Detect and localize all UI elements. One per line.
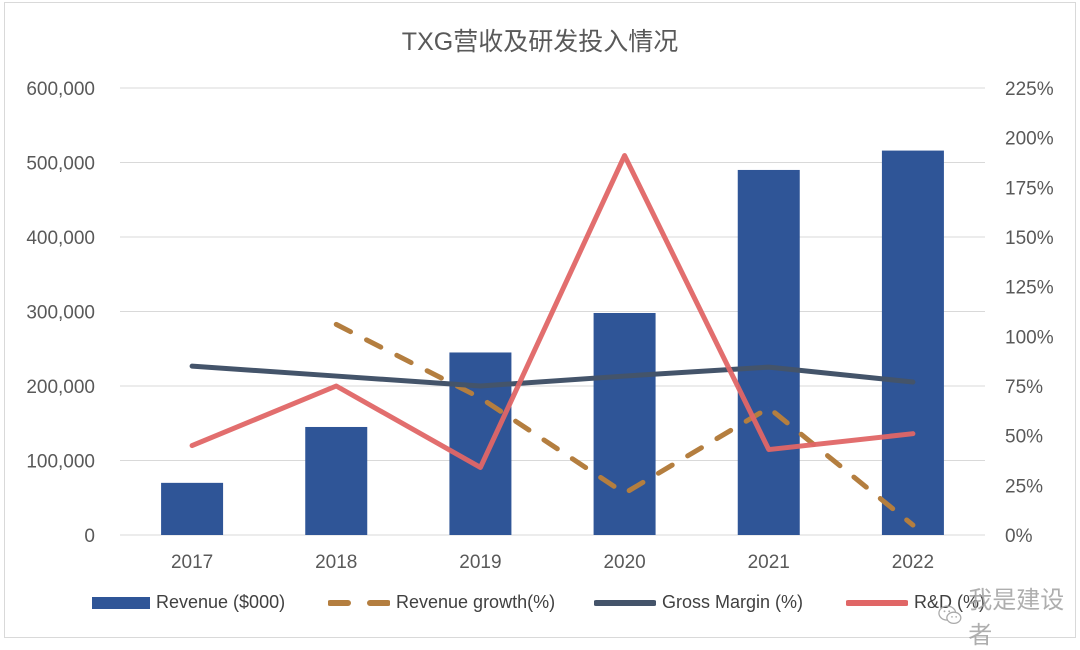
line-gross-margin <box>192 366 913 386</box>
legend-label-gross-margin: Gross Margin (%) <box>662 592 803 613</box>
x-tick-label: 2017 <box>171 552 213 573</box>
y-left-tick-label: 200,000 <box>26 377 95 398</box>
y-right-tick-label: 25% <box>1005 476 1043 497</box>
legend-swatch-rnd <box>846 599 908 607</box>
legend-item-revenue: Revenue ($000) <box>92 592 285 613</box>
y-right-tick-label: 225% <box>1005 79 1054 100</box>
y-right-tick-label: 125% <box>1005 278 1054 299</box>
legend-swatch-revenue <box>92 597 150 609</box>
y-right-tick-label: 0% <box>1005 526 1033 547</box>
y-right-tick-label: 100% <box>1005 327 1054 348</box>
y-right-tick-label: 50% <box>1005 427 1043 448</box>
x-tick-label: 2020 <box>603 552 645 573</box>
legend-label-revenue-growth: Revenue growth(%) <box>396 592 555 613</box>
x-tick-label: 2021 <box>748 552 790 573</box>
bar-revenue-2019 <box>449 352 511 535</box>
x-tick-label: 2018 <box>315 552 357 573</box>
bar-revenue-2020 <box>594 313 656 535</box>
y-left-tick-label: 500,000 <box>26 154 95 175</box>
bar-revenue-2018 <box>305 427 367 535</box>
watermark: 我是建设者 <box>938 580 1080 650</box>
legend-swatch-gross-margin <box>594 599 656 607</box>
y-right-tick-label: 75% <box>1005 377 1043 398</box>
y-left-tick-label: 300,000 <box>26 303 95 324</box>
bar-revenue-2017 <box>161 483 223 535</box>
y-right-tick-label: 150% <box>1005 228 1054 249</box>
legend-label-revenue: Revenue ($000) <box>156 592 285 613</box>
y-right-tick-label: 200% <box>1005 129 1054 150</box>
legend-item-gross-margin: Gross Margin (%) <box>594 592 803 613</box>
x-tick-label: 2022 <box>892 552 934 573</box>
y-left-tick-label: 100,000 <box>26 452 95 473</box>
y-right-tick-label: 175% <box>1005 178 1054 199</box>
watermark-text: 我是建设者 <box>968 580 1080 650</box>
bar-revenue-2022 <box>882 151 944 535</box>
legend-swatch-revenue-growth <box>328 599 390 607</box>
chart-legend: Revenue ($000) Revenue growth(%) Gross M… <box>0 592 1080 620</box>
bar-revenue-2021 <box>738 170 800 535</box>
wechat-icon <box>938 604 962 626</box>
x-tick-label: 2019 <box>459 552 501 573</box>
legend-item-revenue-growth: Revenue growth(%) <box>328 592 555 613</box>
y-left-tick-label: 600,000 <box>26 79 95 100</box>
y-left-tick-label: 0 <box>84 526 95 547</box>
y-left-tick-label: 400,000 <box>26 228 95 249</box>
